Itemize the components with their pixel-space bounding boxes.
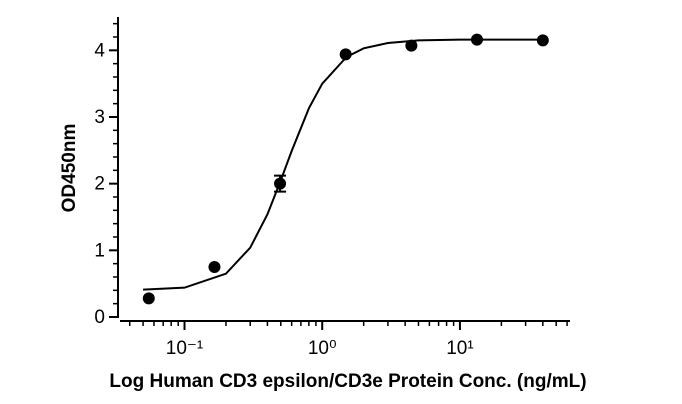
x-axis-label: Log Human CD3 epsilon/CD3e Protein Conc.… — [109, 371, 586, 392]
data-point — [142, 292, 155, 305]
data-point — [208, 261, 221, 273]
y-tick-label: 4 — [94, 40, 105, 61]
y-tick-label: 2 — [94, 174, 105, 195]
data-point — [405, 39, 418, 52]
y-axis-label: OD450nm — [59, 124, 80, 213]
y-tick-label: 1 — [94, 240, 105, 261]
x-tick-label: 10¹ — [446, 338, 473, 359]
x-tick-label: 10⁰ — [308, 338, 337, 359]
fit-curve — [143, 38, 543, 291]
data-point — [339, 48, 352, 61]
x-tick-label: 10⁻¹ — [166, 338, 204, 359]
data-point — [470, 33, 483, 46]
y-tick-label: 3 — [94, 107, 105, 128]
data-point — [536, 34, 549, 47]
data-point — [274, 177, 287, 190]
y-tick-label: 0 — [94, 307, 105, 328]
